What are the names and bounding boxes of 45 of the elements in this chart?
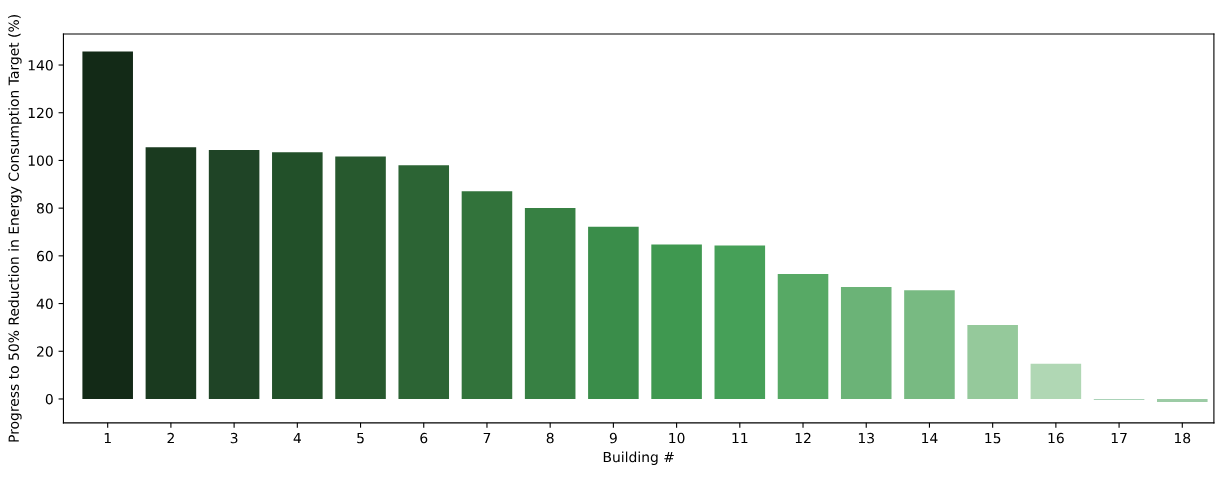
bar — [777, 273, 829, 399]
x-tick-label: 6 — [420, 432, 428, 444]
bar — [904, 290, 955, 399]
x-tick-label: 8 — [546, 432, 554, 444]
bar — [840, 287, 892, 399]
bar — [1030, 363, 1082, 399]
bar — [714, 245, 766, 399]
bar — [335, 156, 386, 399]
x-tick-label: 17 — [1111, 432, 1127, 444]
x-axis-title: Building # — [603, 451, 674, 465]
x-tick-label: 3 — [230, 432, 238, 444]
x-tick-label: 14 — [922, 432, 938, 444]
y-tick-label: 100 — [28, 155, 53, 166]
bar — [208, 149, 260, 399]
bar — [398, 165, 450, 399]
x-tick-label: 1 — [104, 432, 111, 444]
y-tick-label: 0 — [45, 393, 53, 405]
bar — [82, 51, 133, 399]
bar — [272, 152, 323, 399]
x-tick-label: 15 — [985, 432, 1001, 444]
x-tick-label: 4 — [293, 432, 301, 444]
x-tick-label: 18 — [1174, 432, 1191, 444]
bar — [524, 207, 576, 399]
bar — [588, 226, 639, 399]
y-axis-title: Progress to 50% Reduction in Energy Consumption Target (%) — [8, 15, 22, 442]
x-tick-label: 13 — [858, 432, 874, 444]
y-tick-label: 60 — [37, 250, 53, 262]
x-tick-label: 2 — [167, 432, 174, 444]
y-tick-label: 120 — [28, 107, 53, 119]
x-tick-label: 12 — [795, 432, 811, 444]
y-tick-label: 20 — [37, 346, 53, 357]
x-tick-label: 5 — [357, 432, 364, 444]
bar — [651, 244, 702, 399]
bar — [145, 147, 197, 399]
x-tick-label: 16 — [1048, 432, 1064, 444]
y-tick-label: 40 — [36, 298, 53, 310]
x-tick-label: 7 — [483, 432, 491, 444]
x-tick-label: 11 — [732, 432, 748, 444]
x-tick-label: 9 — [609, 432, 617, 444]
bar — [967, 325, 1018, 399]
bar — [1157, 398, 1208, 403]
y-tick-label: 140 — [28, 60, 53, 71]
bar — [461, 191, 513, 399]
y-tick-label: 80 — [36, 203, 53, 214]
x-tick-label: 10 — [669, 432, 685, 444]
